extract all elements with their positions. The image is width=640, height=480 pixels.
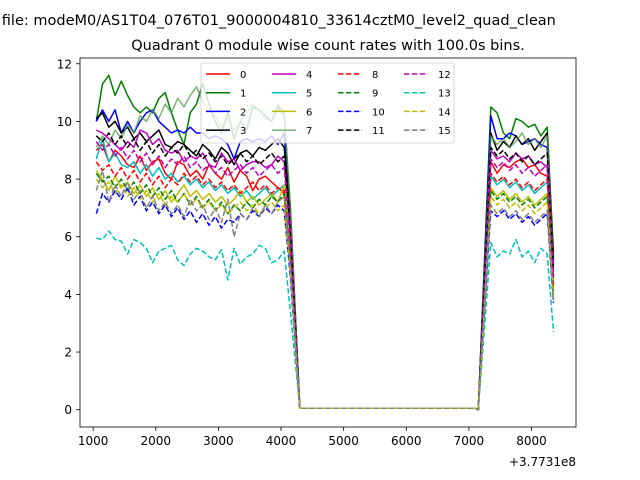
series-line-15 bbox=[95, 169, 555, 411]
chart-title: Quadrant 0 module wise count rates with … bbox=[131, 38, 525, 54]
legend-label-8: 8 bbox=[372, 70, 378, 81]
legend-label-14: 14 bbox=[438, 107, 451, 118]
y-tick-label: 2 bbox=[64, 346, 72, 360]
legend-label-15: 15 bbox=[438, 126, 451, 137]
legend-label-0: 0 bbox=[240, 70, 246, 81]
legend-label-10: 10 bbox=[372, 107, 385, 118]
x-tick-label: 2000 bbox=[141, 434, 172, 448]
x-offset-label: +3.7731e8 bbox=[509, 455, 576, 469]
series-line-14 bbox=[95, 178, 555, 411]
x-tick-label: 5000 bbox=[328, 434, 359, 448]
legend-label-3: 3 bbox=[240, 126, 246, 137]
x-tick-label: 8000 bbox=[516, 434, 547, 448]
legend-label-6: 6 bbox=[306, 107, 312, 118]
y-tick-label: 6 bbox=[64, 230, 72, 244]
y-tick-label: 12 bbox=[57, 57, 72, 71]
legend-label-1: 1 bbox=[240, 89, 246, 100]
legend-label-7: 7 bbox=[306, 126, 312, 137]
legend-label-4: 4 bbox=[306, 70, 312, 81]
y-tick-label: 10 bbox=[57, 115, 72, 129]
x-tick-label: 7000 bbox=[454, 434, 485, 448]
figure-suptitle: n file: modeM0/AS1T04_076T01_9000004810_… bbox=[0, 13, 556, 29]
plot-area: 1000 2000 3000 4000 5000 6000 7000 8000 0246810… bbox=[57, 57, 577, 469]
legend-label-12: 12 bbox=[438, 70, 451, 81]
y-tick-label: 4 bbox=[64, 288, 72, 302]
y-axis: 0 2 4 6 8 10 12 bbox=[57, 57, 80, 417]
series-lines bbox=[95, 74, 555, 411]
axes-frame bbox=[79, 57, 577, 428]
y-tick-label: 0 bbox=[64, 403, 72, 417]
legend-label-13: 13 bbox=[438, 89, 451, 100]
x-tick-label: 1000 bbox=[78, 434, 109, 448]
x-axis: 1000 2000 3000 4000 5000 6000 7000 8000 bbox=[78, 427, 547, 448]
y-tick-label: 8 bbox=[64, 173, 72, 187]
legend-label-5: 5 bbox=[306, 89, 312, 100]
x-tick-label: 6000 bbox=[391, 434, 422, 448]
legend-frame bbox=[200, 62, 455, 144]
x-tick-label: 4000 bbox=[266, 434, 297, 448]
legend-label-9: 9 bbox=[372, 89, 378, 100]
legend-label-2: 2 bbox=[240, 107, 246, 118]
legend-label-11: 11 bbox=[372, 126, 385, 137]
x-tick-label: 3000 bbox=[203, 434, 234, 448]
